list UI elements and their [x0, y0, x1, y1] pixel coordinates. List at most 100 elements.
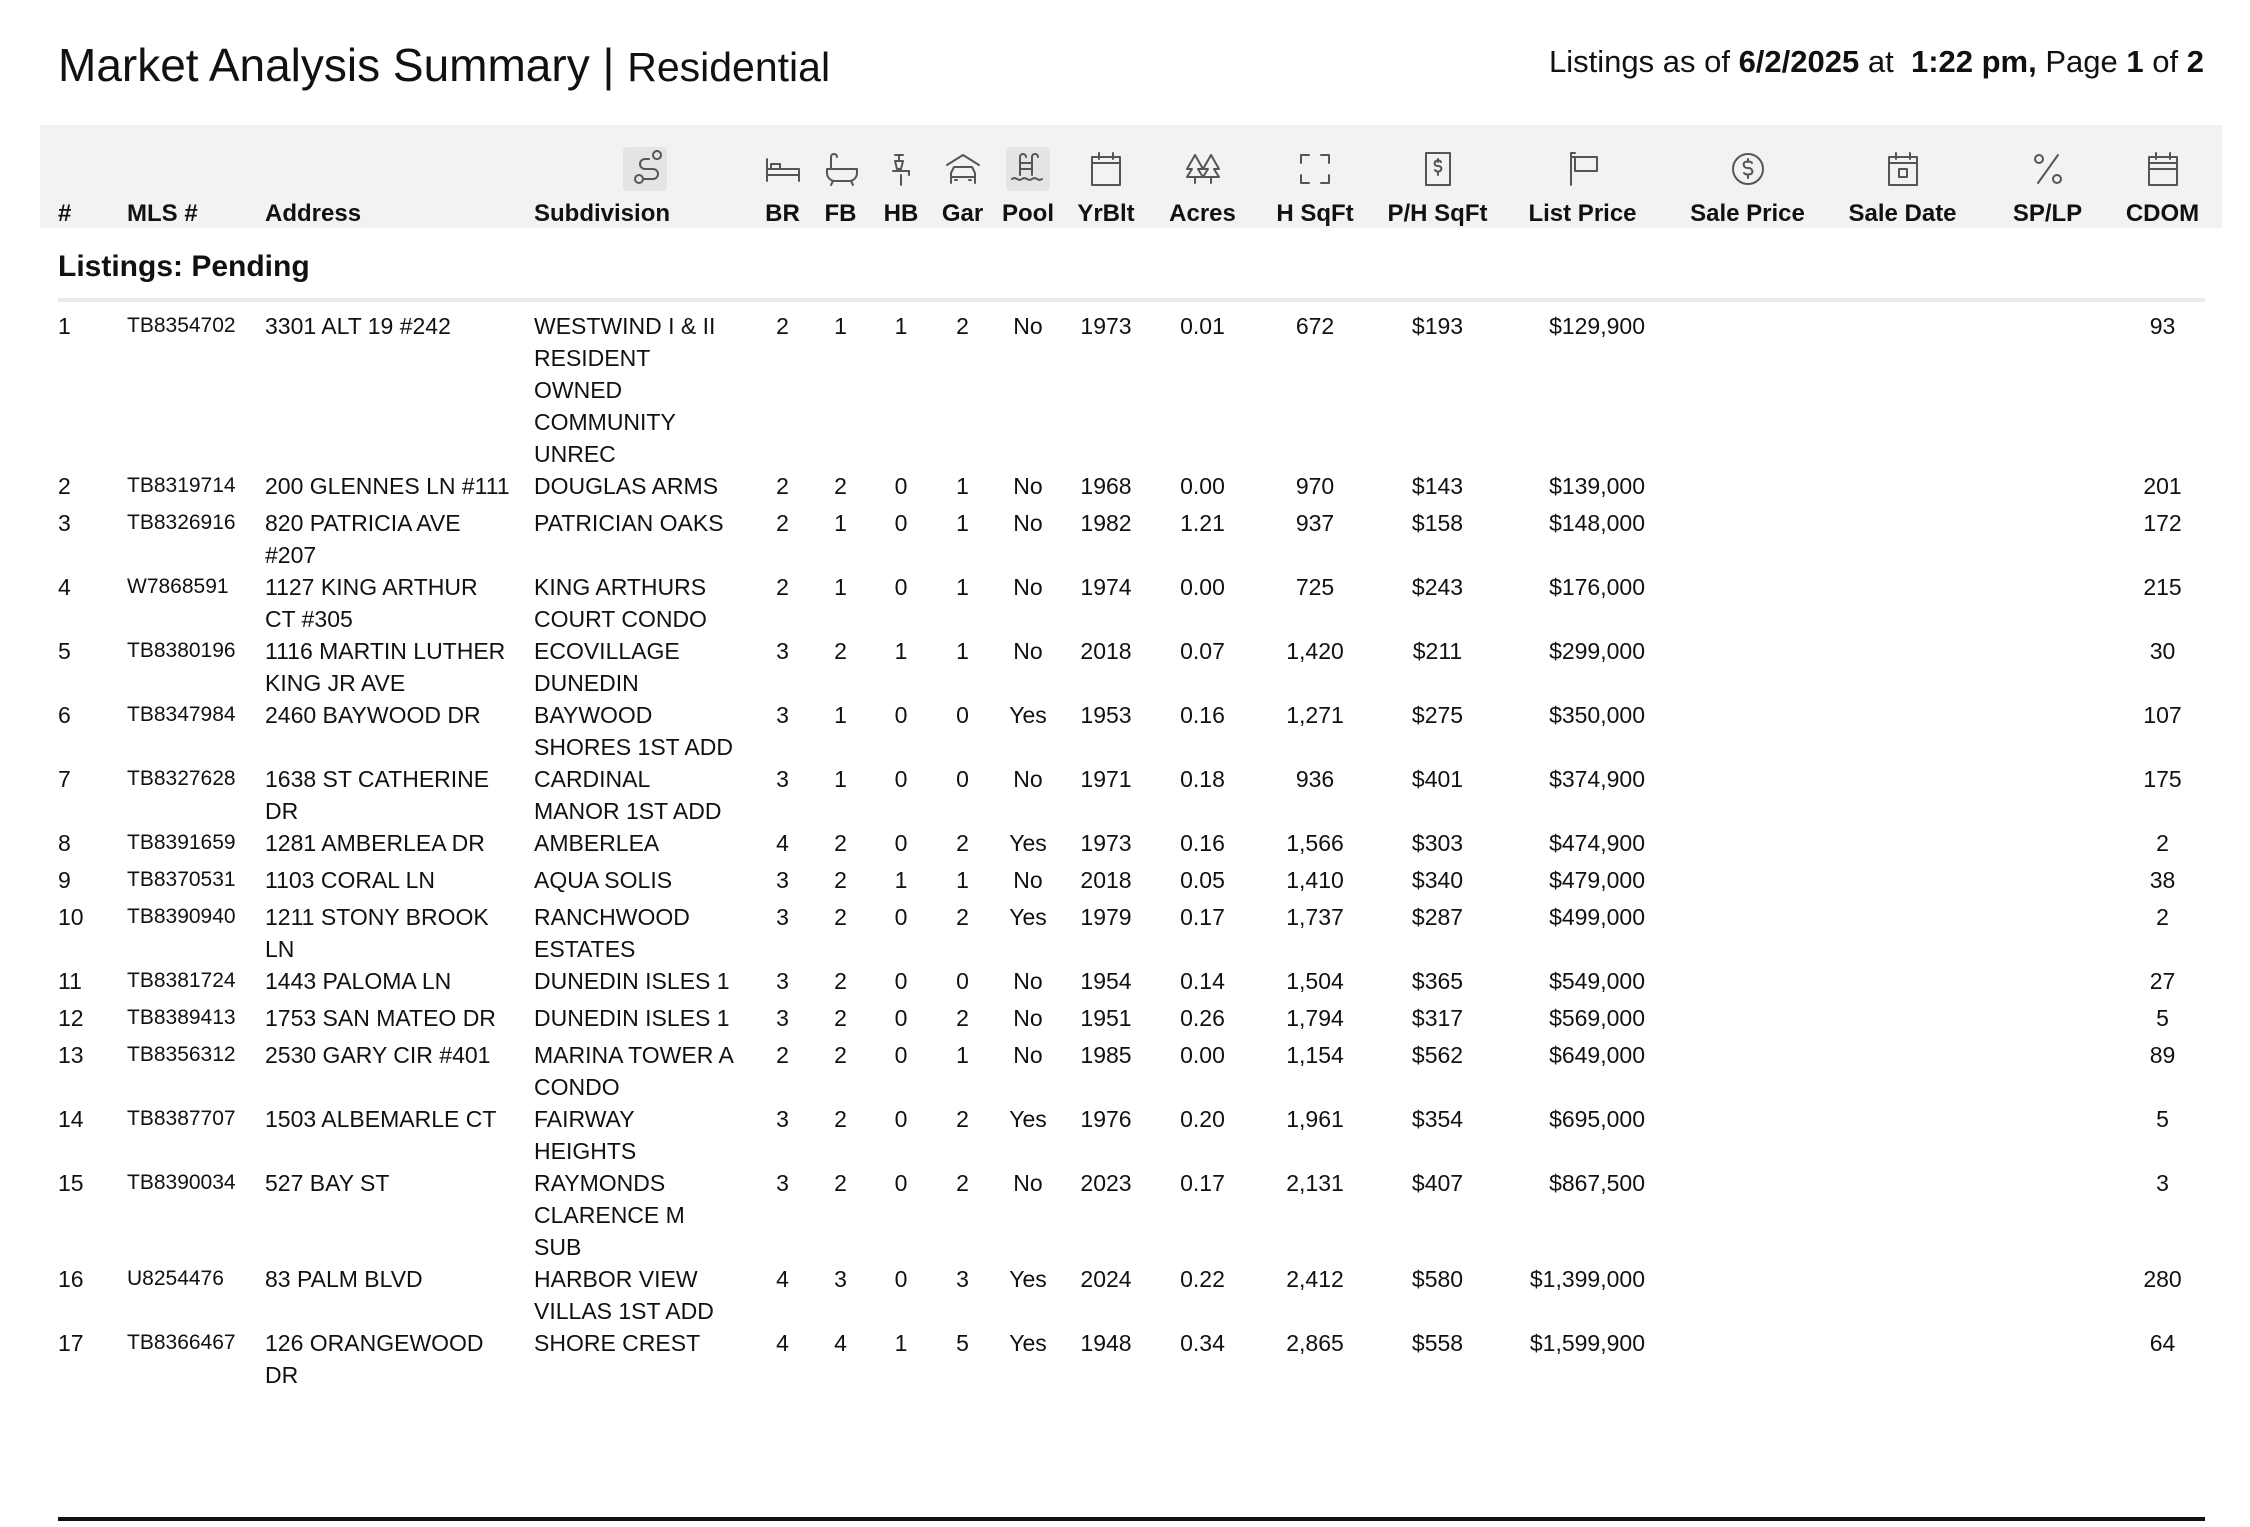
- empty-cell: [1975, 470, 2120, 507]
- cell: 0.34: [1180, 1330, 1225, 1356]
- cell: 5: [2156, 1106, 2169, 1132]
- cell: 2024: [1080, 1266, 1132, 1292]
- empty-cell: [1830, 699, 1975, 763]
- cell: 64: [2149, 1330, 2176, 1356]
- cell: Yes: [1009, 830, 1047, 856]
- cell: 0.00: [1180, 1042, 1225, 1068]
- column-heading: P/H SqFt: [1375, 135, 1500, 228]
- cell: 5: [956, 1330, 969, 1356]
- listing-row: 10 TB8390940 1211 STONY BROOK LN RANCHWOOD …: [58, 901, 2205, 965]
- cell: 7: [58, 766, 71, 792]
- column-header: # MLS # Address Subdivision BR FB HB Gar Pool YrB…: [58, 135, 2205, 228]
- cell: 0.17: [1180, 1170, 1225, 1196]
- column-label: Acres: [1169, 200, 1236, 227]
- empty-cell: [1975, 507, 2120, 571]
- cell: 2: [834, 867, 847, 893]
- cell: $317: [1411, 1005, 1464, 1031]
- cell: 1.21: [1180, 510, 1225, 536]
- empty-cell: [1830, 1002, 1975, 1039]
- cell: 8: [58, 830, 71, 856]
- empty-cell: [1665, 965, 1830, 1002]
- title-text: Market Analysis Summary: [58, 39, 590, 91]
- cell: 0: [894, 702, 908, 728]
- cell: AMBERLEA: [534, 830, 660, 856]
- section-divider: [58, 298, 2205, 302]
- cell: 1948: [1080, 1330, 1132, 1356]
- empty-cell: [1830, 507, 1975, 571]
- cell: 2: [776, 313, 789, 339]
- empty-cell: [1665, 1103, 1830, 1167]
- cell: 2: [956, 1170, 969, 1196]
- cell: 0.17: [1180, 904, 1225, 930]
- cell: 1: [834, 574, 847, 600]
- empty-cell: [1830, 901, 1975, 965]
- empty-cell: [1665, 571, 1830, 635]
- cell: No: [1013, 574, 1043, 600]
- cell: TB8390034: [127, 1171, 236, 1194]
- cell: 16: [58, 1266, 84, 1292]
- cell: $867,500: [1549, 1170, 1645, 1196]
- cell: 2: [834, 1005, 847, 1031]
- empty-cell: [1975, 1002, 2120, 1039]
- title: Market Analysis Summary | Residential: [58, 38, 830, 92]
- cell: 0: [956, 766, 969, 792]
- listing-row: 12 TB8389413 1753 SAN MATEO DR DUNEDIN ISLE…: [58, 1002, 2205, 1039]
- cell: 1,154: [1286, 1042, 1344, 1068]
- cell: 0.16: [1180, 830, 1225, 856]
- cell: 1: [956, 638, 969, 664]
- icon: [2033, 154, 2062, 184]
- cell: 4: [776, 1330, 789, 1356]
- column-label: HB: [883, 200, 919, 227]
- empty-cell: [1975, 1167, 2120, 1263]
- cell: 4: [834, 1330, 847, 1356]
- empty-cell: [1665, 1039, 1830, 1103]
- column-icon: [1563, 149, 1603, 189]
- icon-slot: [931, 144, 994, 194]
- meta-time: 1:22 pm,: [1910, 44, 2037, 79]
- column-heading: Address: [265, 135, 534, 228]
- cell: 1127 KING ARTHUR CT #305: [265, 574, 478, 632]
- cell: $129,900: [1549, 313, 1645, 339]
- cell: 0.20: [1180, 1106, 1225, 1132]
- cell: RANCHWOOD ESTATES: [534, 904, 690, 962]
- separator: |: [602, 39, 615, 91]
- cell: 15: [58, 1170, 84, 1196]
- cell: $158: [1411, 510, 1464, 536]
- empty-cell: [1975, 1103, 2120, 1167]
- column-heading: BR: [755, 135, 810, 228]
- cell: 1638 ST CATHERINE DR: [265, 766, 490, 824]
- cell: No: [1013, 968, 1043, 994]
- cell: 936: [1295, 766, 1335, 792]
- cell: TB8390940: [127, 905, 236, 928]
- empty-cell: [1830, 965, 1975, 1002]
- column-heading: YrBlt: [1062, 135, 1150, 228]
- listing-row: 2 TB8319714 200 GLENNES LN #111 DOUGLAS ARM…: [58, 470, 2205, 507]
- column-heading: Sale Date: [1830, 135, 1975, 228]
- column-heading: Sale Price: [1665, 135, 1830, 228]
- cell: 3: [776, 638, 789, 664]
- cell: 3: [776, 1106, 789, 1132]
- cell: 3: [776, 904, 789, 930]
- column-icon: [1086, 149, 1126, 189]
- cell: $549,000: [1549, 968, 1645, 994]
- cell: 83 PALM BLVD: [265, 1266, 423, 1292]
- cell: 3: [58, 510, 71, 536]
- cell: 2: [956, 1005, 969, 1031]
- icon: [1424, 152, 1451, 186]
- cell: 1: [956, 867, 969, 893]
- cell: TB8327628: [127, 767, 236, 790]
- empty-cell: [1975, 1039, 2120, 1103]
- column-heading: MLS #: [127, 135, 265, 228]
- listing-meta: Listings as of 6/2/2025 at 1:22 pm, Page…: [1549, 44, 2204, 80]
- cell: TB8380196: [127, 639, 236, 662]
- cell: 0: [894, 1042, 908, 1068]
- cell: 1: [956, 1042, 969, 1068]
- cell: 1: [894, 1330, 908, 1356]
- cell: 1,420: [1286, 638, 1344, 664]
- meta-text: Page: [2045, 44, 2118, 79]
- cell: 0: [956, 702, 969, 728]
- icon-slot: [58, 144, 127, 194]
- cell: 970: [1295, 473, 1335, 499]
- cell: 3: [776, 702, 789, 728]
- cell: 1971: [1080, 766, 1132, 792]
